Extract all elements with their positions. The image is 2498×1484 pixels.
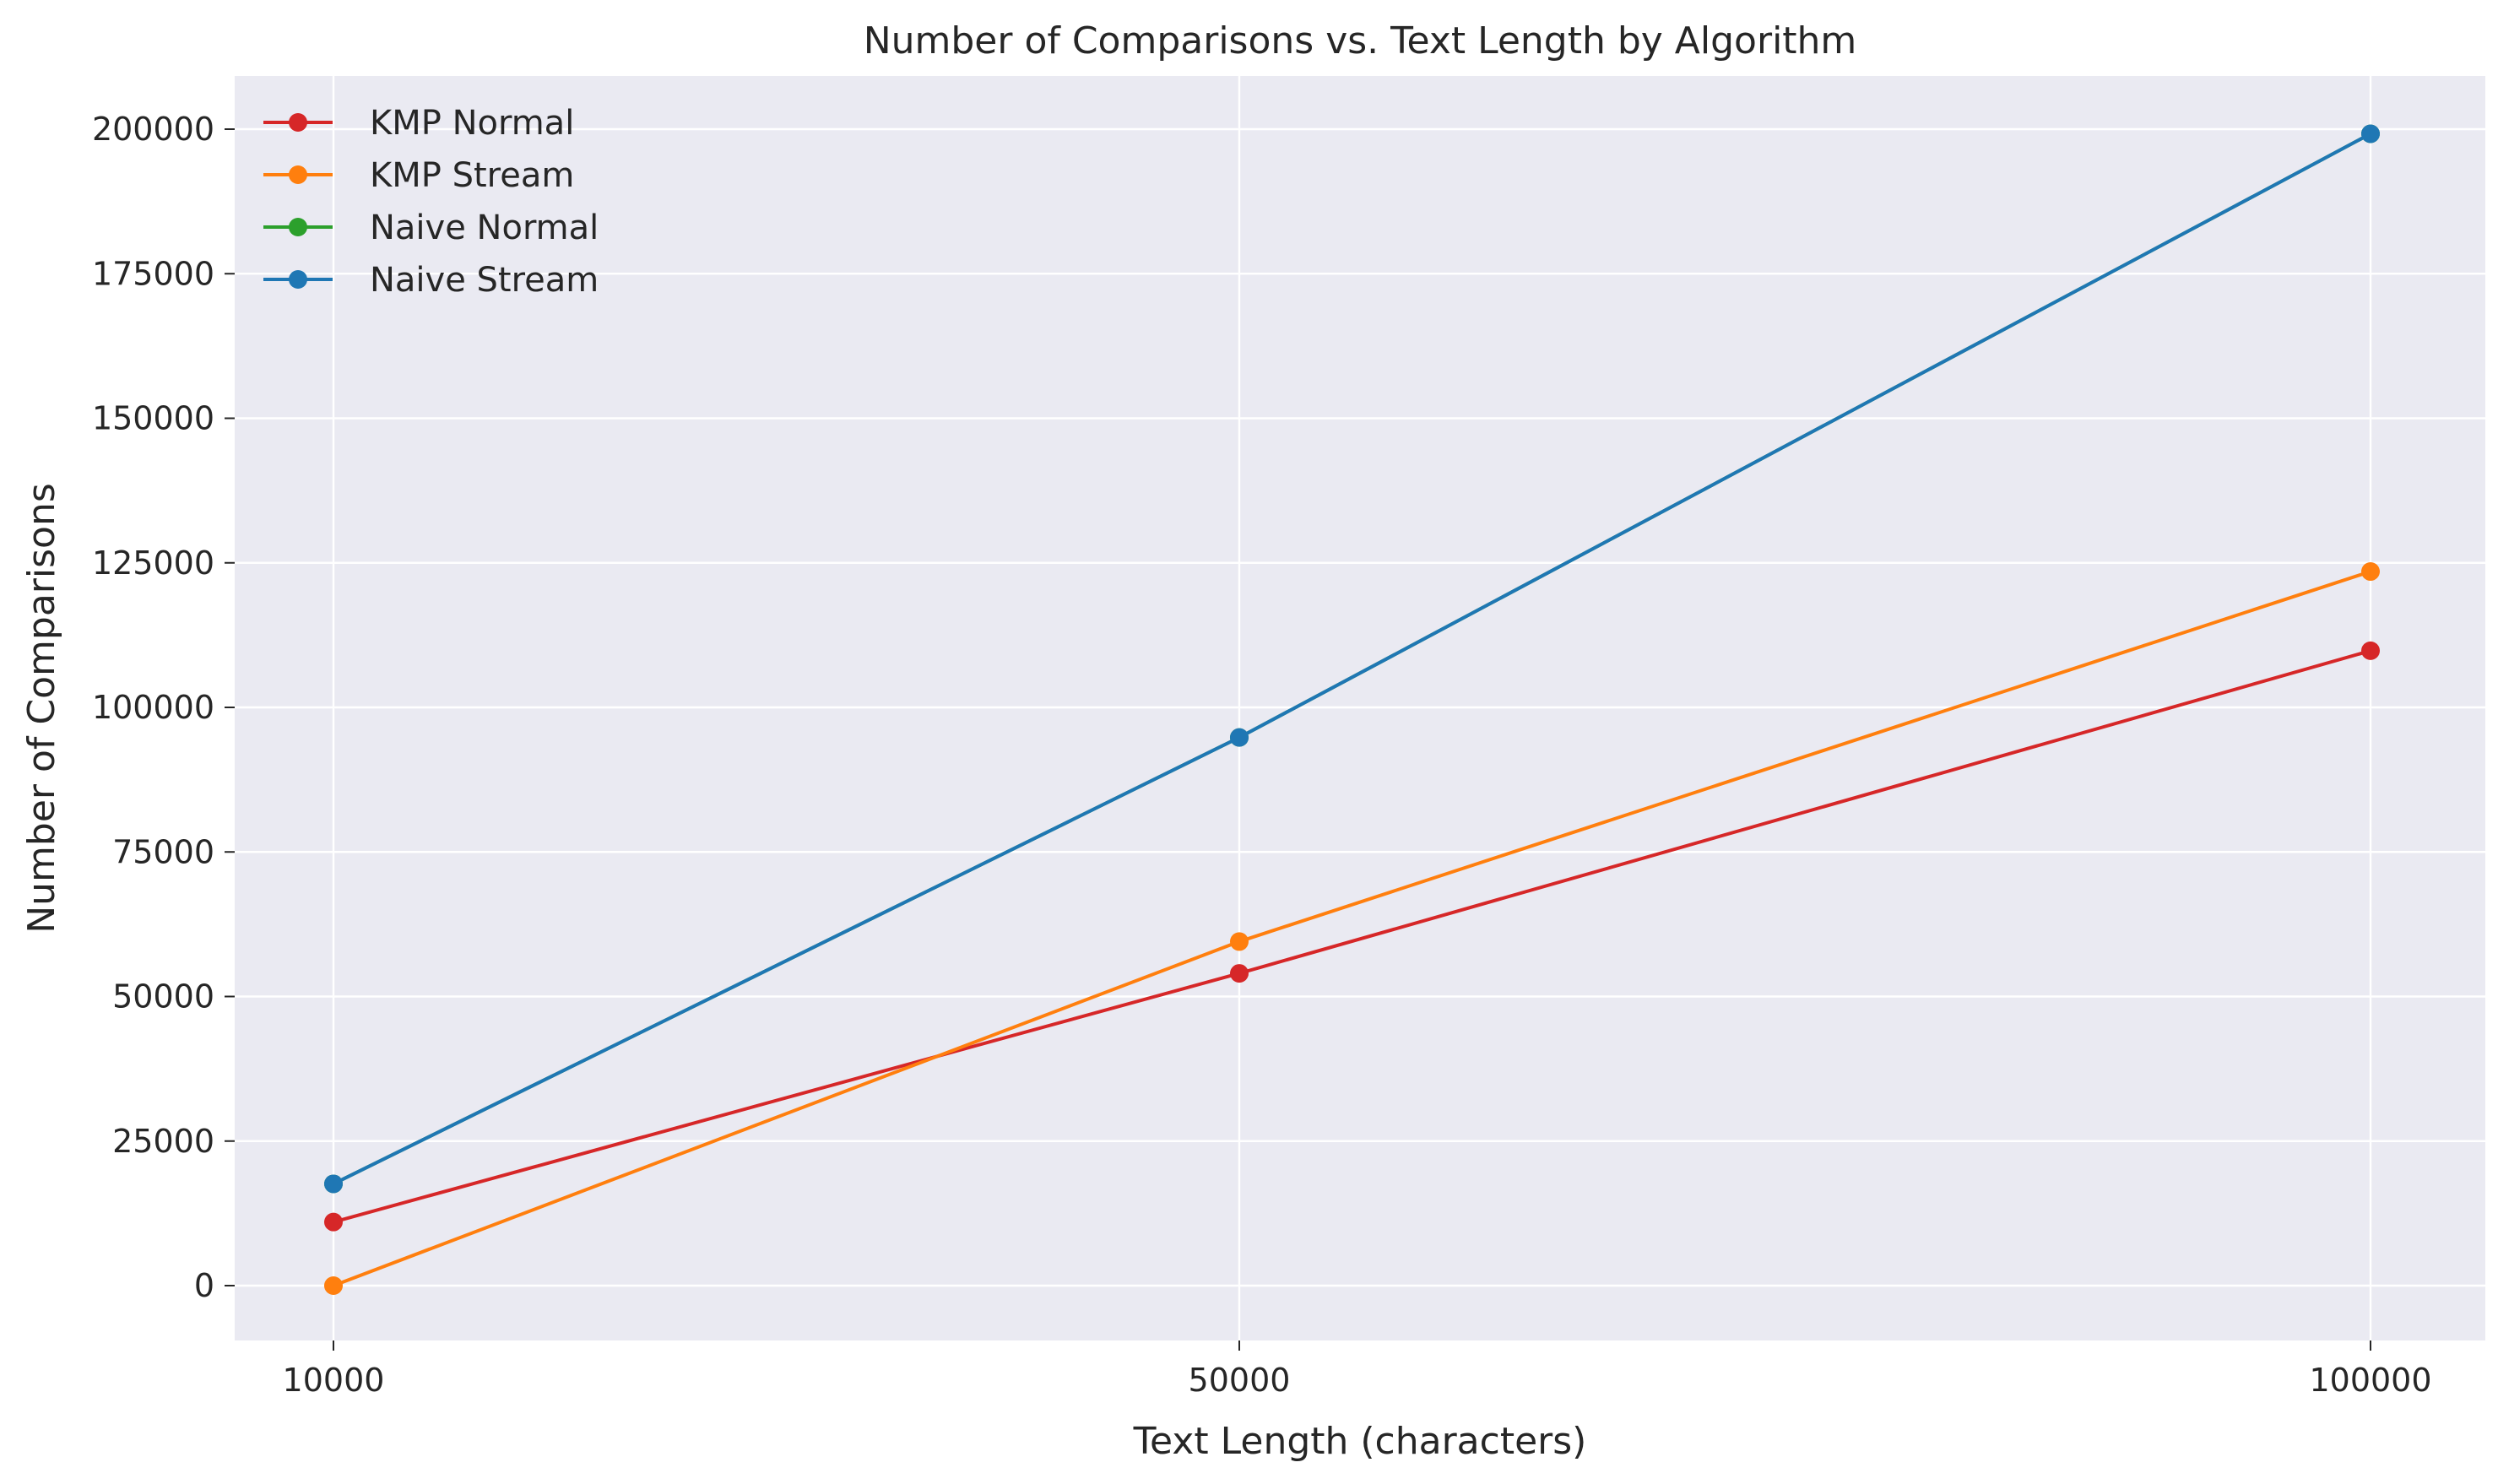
y-tick-label: 50000 [112,978,214,1016]
series-kmp-normal [324,641,2380,1232]
x-tick-label: 10000 [283,1362,385,1399]
y-tick-label: 200000 [92,111,214,148]
legend-item-naive-normal: Naive Normal [263,209,599,247]
legend-marker [289,270,307,289]
data-point-naive-stream [2361,124,2380,144]
y-axis-label: Number of Comparisons [20,483,63,934]
data-point-kmp-normal [2361,641,2380,660]
series-naive-stream [324,124,2380,1194]
x-tick-label: 100000 [2309,1362,2431,1399]
legend-marker [289,113,307,132]
legend-label: KMP Normal [370,104,574,143]
y-axis-ticks: 0 25000 50000 75000 100000 125000 150000 175000… [92,111,235,1304]
series-layer [324,124,2380,1295]
data-point-kmp-normal [324,1212,343,1232]
y-tick-label: 75000 [112,833,214,870]
grid-lines [235,76,2485,1340]
y-tick-label: 0 [194,1267,214,1304]
legend-item-kmp-normal: KMP Normal [263,104,574,143]
data-point-kmp-stream [324,1276,343,1295]
legend-marker [289,218,307,236]
series-kmp-stream [324,562,2380,1295]
legend-label: KMP Stream [370,156,574,195]
x-tick-label: 50000 [1189,1362,1291,1399]
y-tick-label: 175000 [92,255,214,292]
x-axis-ticks: 10000 50000 100000 [283,1340,2432,1399]
x-axis-label: Text Length (characters) [1133,1420,1587,1463]
data-point-naive-stream [1230,728,1249,747]
y-tick-label: 100000 [92,689,214,726]
legend-item-kmp-stream: KMP Stream [263,156,574,195]
data-point-kmp-normal [1230,964,1249,983]
legend-item-naive-stream: Naive Stream [263,261,599,300]
data-point-naive-stream [324,1174,343,1194]
y-tick-label: 25000 [112,1123,214,1160]
legend-label: Naive Stream [370,261,599,300]
chart-title: Number of Comparisons vs. Text Length by… [864,19,1857,62]
data-point-kmp-stream [1230,932,1249,951]
legend-label: Naive Normal [370,209,599,247]
data-point-kmp-stream [2361,562,2380,582]
y-tick-label: 150000 [92,400,214,437]
legend-marker [289,165,307,184]
y-tick-label: 125000 [92,544,214,582]
legend: KMP Normal KMP Stream Naive Normal Naive St… [263,104,599,300]
